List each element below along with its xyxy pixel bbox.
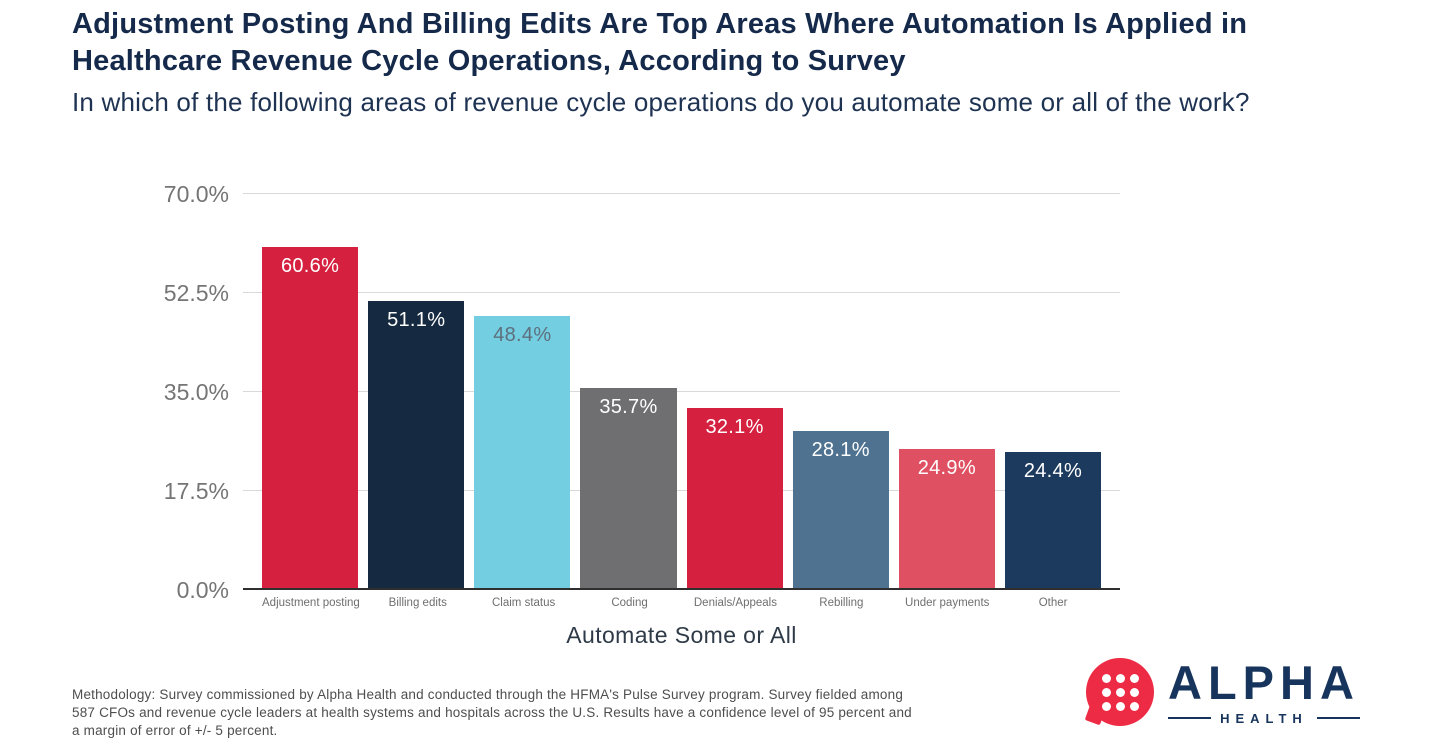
bar-claim-status: 48.4%	[474, 316, 571, 590]
bar-value-label: 32.1%	[705, 416, 764, 439]
logo-dots-icon	[1086, 658, 1154, 726]
gridline	[243, 490, 1120, 491]
chart-header: Adjustment Posting And Billing Edits Are…	[72, 6, 1250, 118]
alpha-health-logo: ALPHA HEALTH	[1086, 658, 1360, 726]
bar-slot: 51.1%	[368, 194, 465, 590]
logo-brand-text: ALPHA	[1168, 655, 1360, 709]
y-tick-label: 70.0%	[163, 181, 229, 207]
bar-other: 24.4%	[1004, 451, 1101, 590]
dots-grid-icon	[1101, 673, 1139, 711]
chart-title: Adjustment Posting And Billing Edits Are…	[72, 6, 1250, 80]
bar-coding: 35.7%	[580, 388, 677, 590]
gridline	[243, 391, 1120, 392]
x-tick-label: Coding	[611, 597, 648, 609]
x-tick-label: Under payments	[905, 597, 990, 609]
y-axis: 70.0% 52.5% 35.0% 17.5% 0.0%	[150, 181, 243, 603]
bar-denials-appeals: 32.1%	[686, 408, 783, 590]
bars-row: 60.6% 51.1% 48.4% 35.7% 32.1% 28.1% 24.9% 24.4%	[262, 194, 1101, 590]
chart-subtitle: In which of the following areas of reven…	[72, 87, 1250, 117]
bar-value-label: 24.4%	[1023, 459, 1083, 482]
y-tick-label: 35.0%	[163, 379, 229, 405]
methodology-text: Methodology: Survey commissioned by Alph…	[72, 687, 912, 738]
x-tick-label: Billing edits	[388, 597, 447, 609]
logo-text: ALPHA HEALTH	[1168, 659, 1360, 726]
logo-subbrand: HEALTH	[1168, 711, 1360, 726]
bar-value-label: 24.9%	[917, 457, 976, 480]
x-tick-label: Rebilling	[819, 597, 864, 609]
gridline	[243, 193, 1120, 194]
x-tick-labels: Adjustment posting Billing edits Claim sta…	[262, 597, 1101, 609]
logo-rule-left	[1168, 717, 1212, 719]
bar-value-label: 60.6%	[280, 255, 340, 278]
bar-slot: 35.7%	[580, 194, 677, 590]
bar-rebilling: 28.1%	[792, 431, 889, 590]
y-tick-label: 52.5%	[163, 280, 229, 306]
bar-slot: 60.6%	[262, 194, 359, 590]
gridline	[243, 292, 1120, 293]
bar-value-label: 48.4%	[493, 324, 552, 347]
bar-slot: 28.1%	[792, 194, 889, 590]
bar-under-payments: 24.9%	[898, 449, 995, 590]
x-tick-label: Other	[1038, 597, 1068, 609]
plot-area: 60.6% 51.1% 48.4% 35.7% 32.1% 28.1% 24.9% 24.4%…	[243, 193, 1120, 609]
y-tick-label: 0.0%	[176, 577, 229, 603]
bar-billing-edits: 51.1%	[368, 300, 465, 590]
bar-slot: 32.1%	[686, 194, 783, 590]
y-tick-label: 17.5%	[163, 478, 229, 504]
bar-slot: 24.4%	[1004, 194, 1101, 590]
logo-sub-text: HEALTH	[1220, 710, 1308, 726]
x-axis-title: Automate Some or All	[566, 622, 797, 648]
x-tick-label: Denials/Appeals	[693, 597, 777, 609]
x-axis-line	[243, 588, 1120, 590]
bar-slot: 24.9%	[898, 194, 995, 590]
bar-value-label: 35.7%	[599, 396, 658, 419]
x-tick-label: Claim status	[492, 597, 556, 609]
bar-chart: 70.0% 52.5% 35.0% 17.5% 0.0% 60.6% 51.1% 48.4%…	[150, 181, 1120, 609]
x-tick-label: Adjustment posting	[262, 597, 360, 609]
bar-value-label: 28.1%	[811, 439, 870, 462]
bar-adjustment-posting: 60.6%	[262, 247, 359, 590]
bar-slot: 48.4%	[474, 194, 571, 590]
chart-title-line-1: Adjustment Posting And Billing Edits Are…	[72, 8, 1248, 40]
chart-title-line-2: Healthcare Revenue Cycle Operations, Acc…	[72, 45, 906, 77]
logo-rule-right	[1316, 717, 1360, 719]
bar-value-label: 51.1%	[387, 308, 446, 331]
